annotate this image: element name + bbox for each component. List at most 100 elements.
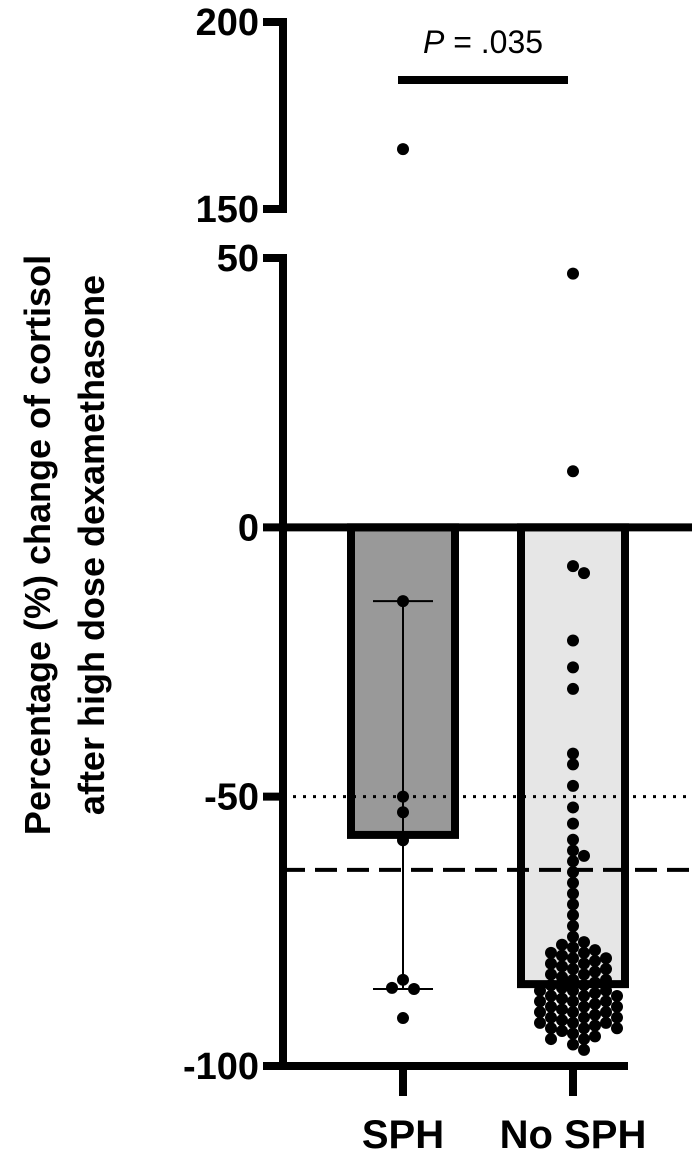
data-point <box>578 567 590 580</box>
data-point <box>589 944 601 957</box>
y-tick-label: 150 <box>196 189 259 231</box>
data-point <box>545 1000 557 1013</box>
data-point <box>534 1006 546 1019</box>
data-point <box>611 1022 623 1035</box>
data-point <box>578 989 590 1002</box>
data-point <box>578 946 590 959</box>
data-point <box>567 560 579 573</box>
data-point <box>567 1006 579 1019</box>
data-point <box>567 1016 579 1029</box>
data-point <box>545 968 557 981</box>
data-point <box>567 995 579 1008</box>
data-point <box>567 887 579 900</box>
data-point <box>397 834 409 847</box>
data-point <box>589 987 601 1000</box>
data-point <box>589 1008 601 1021</box>
data-point <box>567 758 579 771</box>
annotation-text: = .035 <box>453 24 543 60</box>
data-point <box>534 995 546 1008</box>
data-point <box>567 833 579 846</box>
data-point <box>386 981 398 994</box>
data-point <box>578 968 590 981</box>
data-point <box>545 1033 557 1046</box>
y-tick-label: 0 <box>238 507 259 549</box>
data-point <box>397 143 409 156</box>
data-point <box>397 790 409 803</box>
data-point <box>556 992 568 1005</box>
data-point <box>397 973 409 986</box>
data-point <box>567 634 579 647</box>
data-point <box>567 267 579 280</box>
data-point <box>567 898 579 911</box>
data-point <box>567 747 579 760</box>
data-point <box>600 995 612 1008</box>
annotation: P = .035 <box>423 24 543 60</box>
y-axis-title: Percentage (%) change of cortisol <box>17 255 58 835</box>
data-point <box>567 876 579 889</box>
data-point <box>600 1006 612 1019</box>
data-point <box>567 963 579 976</box>
data-point <box>567 973 579 986</box>
data-point <box>600 952 612 965</box>
x-tick-label: SPH <box>362 1113 444 1157</box>
data-point <box>397 1012 409 1025</box>
y-axis-title: after high dose dexamethasone <box>71 275 112 815</box>
data-point <box>397 806 409 819</box>
data-point <box>567 952 579 965</box>
y-tick-label: -50 <box>204 777 259 819</box>
data-point <box>567 661 579 674</box>
data-point <box>578 936 590 949</box>
data-point <box>567 855 579 868</box>
data-point <box>534 1016 546 1029</box>
data-point <box>567 919 579 932</box>
data-point <box>545 946 557 959</box>
data-point <box>600 1016 612 1029</box>
data-point <box>589 1030 601 1043</box>
data-point <box>556 1014 568 1027</box>
data-point <box>556 960 568 973</box>
data-point <box>589 954 601 967</box>
data-point <box>567 866 579 879</box>
data-point <box>556 1003 568 1016</box>
data-point <box>578 1000 590 1013</box>
data-point <box>567 1038 579 1051</box>
data-point <box>578 1011 590 1024</box>
data-point <box>567 801 579 814</box>
data-point <box>397 595 409 608</box>
data-point <box>545 979 557 992</box>
data-point <box>567 941 579 954</box>
y-tick-label: -100 <box>183 1046 259 1088</box>
data-point <box>600 973 612 986</box>
data-point <box>556 971 568 984</box>
data-point <box>578 979 590 992</box>
x-tick-label: No SPH <box>500 1113 647 1157</box>
data-point <box>534 984 546 997</box>
data-point <box>567 844 579 857</box>
y-tick-label: 200 <box>196 2 259 44</box>
data-point <box>408 982 420 995</box>
data-point <box>556 981 568 994</box>
data-point <box>578 849 590 862</box>
data-point <box>611 1000 623 1013</box>
data-point <box>578 957 590 970</box>
data-point <box>556 1024 568 1037</box>
data-point <box>545 1022 557 1035</box>
y-tick-label: 50 <box>217 238 259 280</box>
data-point <box>589 1019 601 1032</box>
data-point <box>545 957 557 970</box>
data-point <box>611 1011 623 1024</box>
data-point <box>556 949 568 962</box>
data-point <box>545 1011 557 1024</box>
data-point <box>567 465 579 478</box>
data-point <box>578 1043 590 1056</box>
data-point <box>589 998 601 1011</box>
data-point <box>567 930 579 943</box>
data-point <box>600 963 612 976</box>
data-point <box>567 682 579 695</box>
data-point <box>567 817 579 830</box>
data-point <box>589 965 601 978</box>
data-point <box>600 984 612 997</box>
data-point <box>589 976 601 989</box>
data-point <box>611 989 623 1002</box>
